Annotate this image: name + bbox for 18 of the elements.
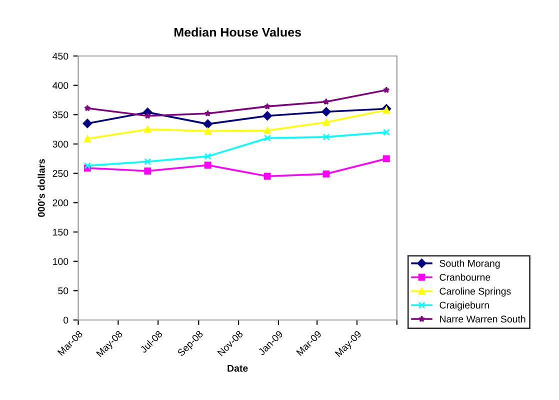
x-axis-title: Date xyxy=(228,364,248,372)
y-tick-label: 50 xyxy=(58,287,68,294)
chart-title: Median House Values xyxy=(174,27,301,37)
y-tick-label: 100 xyxy=(53,258,68,265)
legend-label: Craigieburn xyxy=(440,301,489,311)
y-tick-label: 250 xyxy=(52,170,68,177)
legend-label: Narre Warren South xyxy=(440,315,526,323)
legend-label: South Morang xyxy=(440,260,500,269)
y-axis-title: 000's dollars xyxy=(38,159,45,217)
y-tick-label: 350 xyxy=(52,111,68,118)
y-tick-label: 200 xyxy=(52,199,68,206)
y-tick-label: 400 xyxy=(52,82,68,89)
y-tick-label: 0 xyxy=(64,316,68,324)
y-tick-label: 150 xyxy=(53,228,68,236)
legend-label: Cranbourne xyxy=(440,274,490,281)
y-tick-label: 300 xyxy=(52,140,68,148)
legend-label: Caroline Springs xyxy=(440,288,511,297)
y-tick-label: 450 xyxy=(52,52,68,60)
